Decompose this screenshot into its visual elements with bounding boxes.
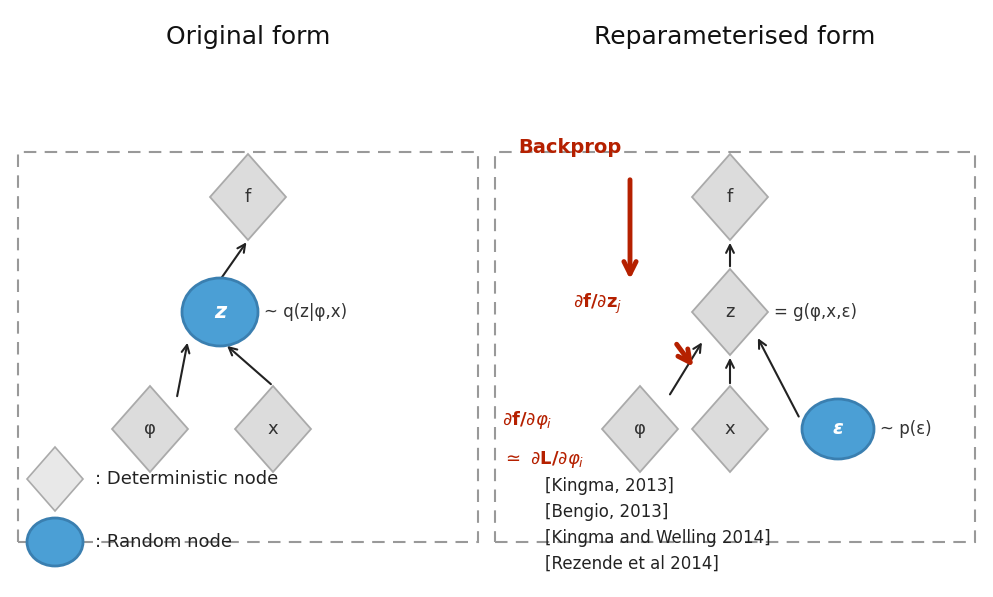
Ellipse shape — [802, 399, 874, 459]
Polygon shape — [692, 386, 768, 472]
Text: z: z — [213, 302, 226, 322]
Text: f: f — [727, 188, 733, 206]
Text: : Random node: : Random node — [95, 533, 232, 551]
Polygon shape — [112, 386, 188, 472]
Text: ε: ε — [832, 420, 843, 439]
Text: ~ p(ε): ~ p(ε) — [880, 420, 931, 438]
Text: ~ q(z|φ,x): ~ q(z|φ,x) — [264, 303, 348, 321]
Text: [Kingma and Welling 2014]: [Kingma and Welling 2014] — [545, 529, 771, 547]
Text: z: z — [725, 303, 735, 321]
Polygon shape — [27, 447, 83, 511]
Bar — [18, 152, 478, 542]
Text: $\partial$f/$\partial\varphi_i$: $\partial$f/$\partial\varphi_i$ — [502, 409, 552, 431]
Text: x: x — [725, 420, 735, 438]
Text: f: f — [245, 188, 251, 206]
Ellipse shape — [27, 518, 83, 566]
Text: = g(φ,x,ε): = g(φ,x,ε) — [774, 303, 857, 321]
Text: $\partial$f/$\partial$z$_j$: $\partial$f/$\partial$z$_j$ — [573, 292, 622, 316]
Polygon shape — [210, 154, 286, 240]
Text: $\simeq$ $\partial$L/$\partial\varphi_i$: $\simeq$ $\partial$L/$\partial\varphi_i$ — [502, 449, 584, 470]
Text: x: x — [268, 420, 278, 438]
Polygon shape — [692, 154, 768, 240]
Text: Original form: Original form — [166, 25, 331, 49]
Text: Backprop: Backprop — [518, 138, 622, 157]
Bar — [495, 152, 975, 542]
Text: : Deterministic node: : Deterministic node — [95, 470, 278, 488]
Text: [Bengio, 2013]: [Bengio, 2013] — [545, 503, 668, 521]
Text: [Kingma, 2013]: [Kingma, 2013] — [545, 477, 674, 495]
Text: [Rezende et al 2014]: [Rezende et al 2014] — [545, 555, 719, 573]
Text: φ: φ — [144, 420, 156, 438]
Text: Reparameterised form: Reparameterised form — [595, 25, 876, 49]
Polygon shape — [602, 386, 678, 472]
Text: φ: φ — [635, 420, 645, 438]
Polygon shape — [235, 386, 311, 472]
Ellipse shape — [182, 278, 258, 346]
Polygon shape — [692, 269, 768, 355]
